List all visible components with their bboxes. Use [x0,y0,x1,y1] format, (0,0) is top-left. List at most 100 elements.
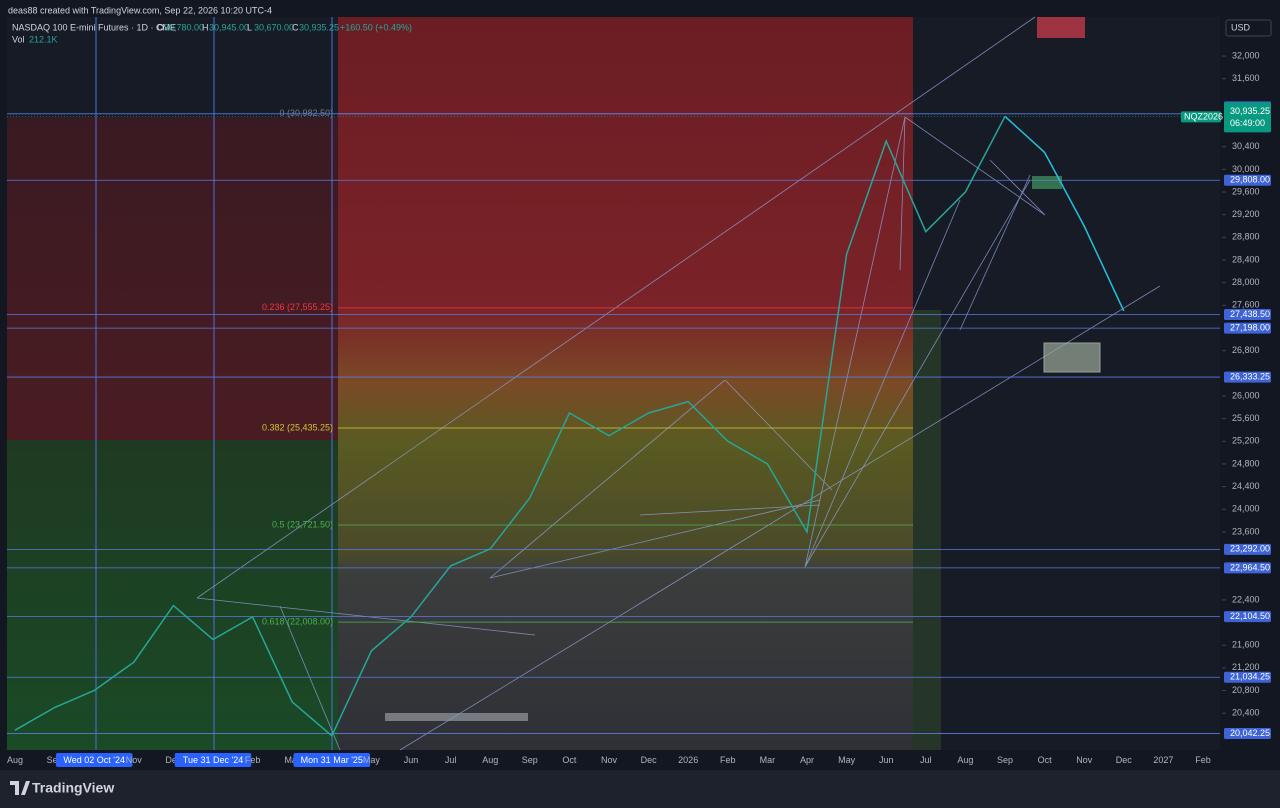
fib-label: 0.382 (25,435.25) [262,422,333,432]
trend-line [489,379,726,579]
y-tick-label: 26,800 [1232,345,1260,355]
x-tick-label: Feb [245,755,261,765]
x-tick-label: Jul [920,755,932,765]
x-tick-label: Dec [165,755,182,765]
x-tick-label: Mon 31 Mar '25 [301,755,363,765]
currency: USD [1231,22,1251,32]
logo-icon [10,781,30,795]
zone-left [7,117,338,750]
last-price: 30,935.25 [1230,106,1270,116]
fib-label: 0.5 (23,721.50) [272,519,333,529]
range-bar [385,713,528,721]
x-tick-label: Dec [1116,755,1133,765]
x-tick-label: Mar [760,755,776,765]
x-tick-label: Aug [7,755,23,765]
data-layer: 0 (30,982.50) 0.236 (27,555.25) 0.382 (25,… [7,108,1220,738]
level-tag [1224,308,1271,320]
price-line [14,116,1006,738]
ohlc-label: O [157,22,164,32]
change: +160.50 (+0.49%) [340,22,412,32]
zone-right [913,310,941,750]
x-tick-label: Oct [1038,755,1053,765]
zone-box [1032,176,1062,189]
level-label: 22,104.50 [1230,611,1270,621]
x-tick-label: Sep [522,755,538,765]
level-label: 22,964.50 [1230,562,1270,572]
level-tag [1224,562,1271,574]
x-tick-label: Nov [1076,755,1093,765]
x-tick-label: Feb [720,755,736,765]
level-tag [1224,611,1271,623]
y-tick-label: 25,200 [1232,436,1260,446]
zone-box [1037,17,1085,38]
y-tick-label: 24,400 [1232,481,1260,491]
x-tick-label: Feb [1195,755,1211,765]
level-label: 23,292.00 [1230,544,1270,554]
level-tag [1224,671,1271,683]
trend-line [804,116,906,568]
x-tick-label: Nov [601,755,618,765]
x-tick-label: May [838,755,856,765]
last-tag [1224,102,1271,133]
fib-label: 0.236 (27,555.25) [262,302,333,312]
x-tick-highlight [174,753,252,767]
level-label: 29,808.00 [1230,175,1270,185]
level-tag [1224,174,1271,186]
y-tick-label: 32,000 [1232,50,1260,60]
x-tick-highlight [293,753,371,767]
fib-label: 0.618 (22,008.00) [262,616,333,626]
trend-line [804,199,961,568]
logo: TradingView [32,780,114,796]
y-tick-label: 24,000 [1232,504,1260,514]
y-tick-label: 23,600 [1232,526,1260,536]
y-tick-label: 29,200 [1232,209,1260,219]
x-tick-label: Aug [957,755,973,765]
trend-line [899,116,906,271]
x-tick-label: Apr [800,755,814,765]
zone-box [1043,342,1101,373]
y-tick-label: 31,600 [1232,73,1260,83]
y-tick-label: 26,000 [1232,390,1260,400]
verticals [95,17,333,750]
fib-label: 0 (30,982.50) [279,108,333,118]
y-tick-label: 20,400 [1232,708,1260,718]
ohlc-label: C [292,22,299,32]
y-tick-label: 28,400 [1232,254,1260,264]
footer [0,770,1280,808]
y-tick-label: 20,800 [1232,685,1260,695]
trend-line [989,159,1046,216]
y-tick-label: 27,600 [1232,300,1260,310]
x-tick-label: Mar [284,755,300,765]
x-tick-label: Wed 02 Oct '24 [63,755,125,765]
x-tick-label: Sep [47,755,63,765]
y-tick-label: 25,600 [1232,413,1260,423]
currency-box [1225,19,1272,37]
y-tick-label: 30,400 [1232,141,1260,151]
ohlc-value: 30,935.25 [299,22,339,32]
x-tick-label: Sep [997,755,1013,765]
x-tick-label: Jun [879,755,894,765]
trend-line [904,116,1046,216]
x-tick-highlight [55,753,133,767]
x-tick-label: Tue 31 Dec '24 [183,755,243,765]
ohlc-value: 30,670.00 [254,22,294,32]
x-tick-label: Dec [641,755,658,765]
level-label: 21,034.25 [1230,672,1270,682]
x-tick-label: Oct [562,755,577,765]
x-tick-label: Aug [482,755,498,765]
y-tick-label: 30,000 [1232,164,1260,174]
ohlc-value: 30,945.00 [209,22,249,32]
x-tick-label: 2027 [1153,755,1173,765]
x-tick-label: Jul [445,755,457,765]
level-label: 20,042.25 [1230,728,1270,738]
symbol: NASDAQ 100 E-mini Futures · 1D · CME [12,22,176,32]
trend-line [804,179,1031,568]
level-tag [1224,543,1271,555]
trend-line [724,379,833,491]
trend-line [639,504,821,516]
symbol-tag-label: NQZ2026 [1184,111,1223,121]
projection-line [1004,115,1125,312]
y-tick-label: 22,400 [1232,594,1260,604]
